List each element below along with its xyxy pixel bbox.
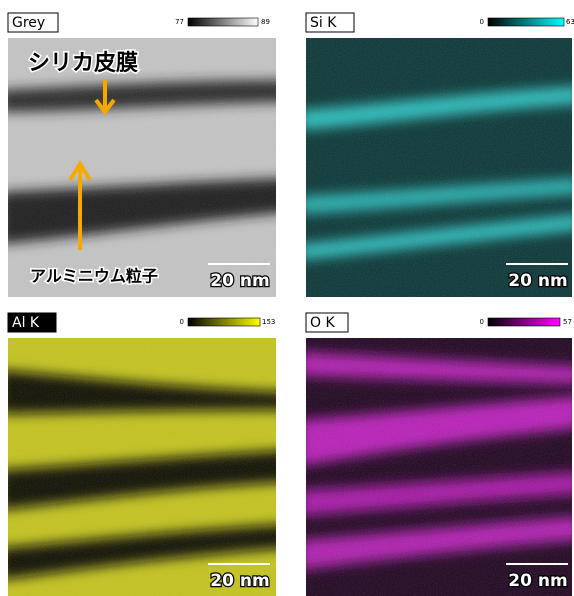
scale-bar-label: 20 nm bbox=[508, 271, 567, 291]
colorbar-max: 57 bbox=[563, 318, 572, 326]
panel-label: Si K bbox=[310, 15, 337, 31]
panel-label: Grey bbox=[12, 15, 45, 31]
scale-bar-label: 20 nm bbox=[210, 271, 269, 291]
colorbar-max: 63 bbox=[566, 18, 574, 26]
colorbar-min: 0 bbox=[180, 318, 184, 326]
colorbar bbox=[188, 318, 260, 326]
scale-bar-label: 20 nm bbox=[508, 571, 567, 591]
scale-bar-label: 20 nm bbox=[210, 571, 269, 591]
colorbar-min: 0 bbox=[480, 318, 484, 326]
colorbar-min: 0 bbox=[480, 18, 484, 26]
image bbox=[0, 338, 290, 596]
colorbar bbox=[188, 18, 258, 26]
panel-si: Si K 0 63 20 nm bbox=[300, 13, 574, 297]
colorbar-min: 77 bbox=[175, 18, 184, 26]
colorbar-max: 89 bbox=[261, 18, 270, 26]
image bbox=[300, 38, 574, 297]
colorbar-max: 153 bbox=[262, 318, 275, 326]
annotation: アルミニウム粒子 bbox=[30, 267, 158, 286]
panel-label: O K bbox=[310, 315, 335, 331]
panel-label: Al K bbox=[12, 315, 40, 331]
panel-o: O K 0 57 20 nm bbox=[300, 313, 574, 596]
colorbar bbox=[488, 318, 560, 326]
image bbox=[0, 38, 290, 297]
panel-al: Al K 0 153 20 nm bbox=[0, 313, 290, 596]
image bbox=[300, 338, 574, 596]
panel-grey: Grey 77 89 シリカ皮膜 アルミニウム粒子 20 nm bbox=[0, 13, 290, 297]
annotation: シリカ皮膜 bbox=[28, 50, 138, 76]
colorbar bbox=[488, 18, 564, 26]
figure: Grey 77 89 シリカ皮膜 アルミニウム粒子 20 nm Si K 0 6… bbox=[0, 0, 574, 596]
